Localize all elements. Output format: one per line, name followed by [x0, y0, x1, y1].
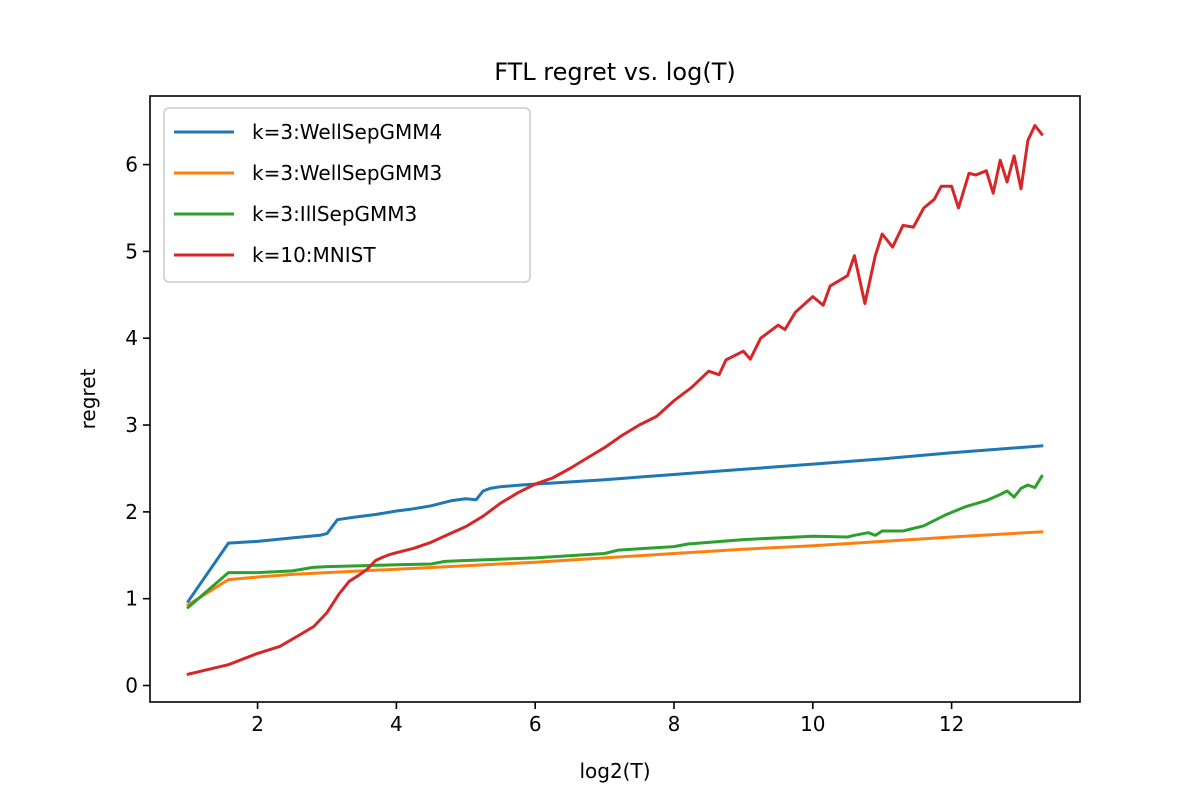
y-tick-label: 2 — [125, 500, 138, 524]
legend-label-1: k=3:WellSepGMM3 — [252, 161, 442, 185]
x-tick-label: 4 — [390, 712, 403, 736]
y-tick-label: 4 — [125, 326, 138, 350]
legend-label-0: k=3:WellSepGMM4 — [252, 120, 442, 144]
legend-box — [163, 107, 531, 283]
x-axis-label: log2(T) — [579, 759, 650, 783]
x-tick-label: 10 — [800, 712, 825, 736]
series-line-1 — [186, 530, 1044, 607]
y-tick-label: 0 — [125, 674, 138, 698]
x-tick-label: 6 — [529, 712, 542, 736]
legend-label-2: k=3:IllSepGMM3 — [252, 202, 417, 226]
y-tick-label: 1 — [125, 587, 138, 611]
legend-label-3: k=10:MNIST — [252, 243, 376, 267]
series-line-3 — [186, 124, 1044, 677]
y-tick-label: 5 — [125, 239, 138, 263]
series-line-0 — [186, 444, 1044, 604]
series-layer — [186, 124, 1044, 677]
y-axis-label: regret — [76, 368, 100, 429]
series-line-2 — [186, 474, 1044, 610]
x-tick-label: 2 — [251, 712, 264, 736]
x-tick-label: 8 — [668, 712, 681, 736]
chart-title: FTL regret vs. log(T) — [494, 58, 735, 86]
plot-frame — [149, 95, 1081, 703]
y-tick-label: 6 — [125, 153, 138, 177]
y-tick-label: 3 — [125, 413, 138, 437]
legend: k=3:WellSepGMM4 k=3:WellSepGMM3 k=3:IllSep… — [163, 107, 531, 283]
x-tick-label: 12 — [939, 712, 964, 736]
